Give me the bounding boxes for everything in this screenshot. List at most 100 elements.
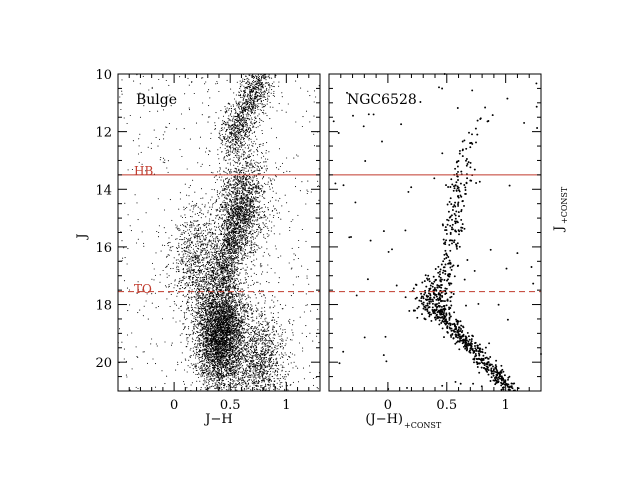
star-point bbox=[221, 252, 224, 254]
star-point bbox=[230, 170, 232, 172]
star-point bbox=[247, 223, 249, 226]
star-point bbox=[232, 225, 234, 227]
star-point bbox=[251, 94, 254, 96]
star-point bbox=[236, 199, 238, 201]
star-point bbox=[238, 198, 240, 200]
star-point bbox=[246, 124, 248, 126]
star-point bbox=[226, 173, 228, 175]
star-point bbox=[252, 176, 254, 178]
star-point bbox=[202, 342, 204, 344]
star-point bbox=[226, 182, 228, 184]
star-point bbox=[254, 198, 256, 200]
star-point bbox=[252, 102, 254, 104]
star-point bbox=[238, 108, 241, 110]
star-point bbox=[237, 149, 239, 151]
star-point bbox=[227, 212, 229, 214]
star-point bbox=[224, 237, 226, 239]
star-point bbox=[248, 218, 250, 220]
star-point bbox=[240, 118, 243, 120]
star-point bbox=[257, 103, 259, 105]
star-point bbox=[246, 190, 248, 192]
star-point bbox=[246, 136, 248, 138]
star-point bbox=[233, 98, 236, 100]
star-point bbox=[202, 349, 204, 351]
star-point bbox=[243, 87, 246, 89]
star-point bbox=[248, 139, 250, 141]
star-point bbox=[232, 232, 234, 234]
star-point bbox=[244, 118, 246, 120]
star-point bbox=[233, 263, 235, 265]
star-point bbox=[187, 341, 189, 343]
star-point bbox=[275, 162, 277, 164]
star-point bbox=[233, 156, 235, 159]
star-point bbox=[239, 272, 241, 274]
star-point bbox=[263, 165, 265, 167]
star-point bbox=[249, 205, 251, 207]
star-point bbox=[252, 243, 254, 245]
star-point bbox=[277, 216, 280, 219]
star-point bbox=[249, 108, 252, 110]
star-point bbox=[238, 105, 240, 107]
star-point bbox=[251, 84, 253, 86]
star-point bbox=[250, 102, 252, 104]
star-point bbox=[241, 242, 243, 244]
star-point bbox=[242, 228, 244, 230]
star-point bbox=[215, 217, 217, 219]
star-point bbox=[251, 179, 253, 181]
star-point bbox=[261, 94, 263, 96]
star-point bbox=[246, 199, 248, 201]
star-point bbox=[223, 197, 226, 199]
star-point bbox=[228, 186, 230, 189]
star-point bbox=[246, 195, 248, 197]
star-point bbox=[239, 130, 241, 132]
star-point bbox=[248, 79, 250, 81]
star-point bbox=[272, 94, 274, 97]
star-point bbox=[246, 82, 248, 84]
star-point bbox=[231, 132, 233, 134]
star-point bbox=[234, 144, 236, 146]
star-point bbox=[265, 150, 267, 152]
star-point bbox=[259, 227, 261, 229]
star-point bbox=[234, 119, 236, 121]
star-point bbox=[233, 336, 235, 338]
star-point bbox=[238, 251, 240, 253]
star-point bbox=[246, 125, 248, 127]
star-point bbox=[211, 372, 213, 374]
star-point bbox=[259, 109, 261, 111]
star-point bbox=[235, 199, 237, 201]
star-point bbox=[249, 198, 251, 200]
star-point bbox=[215, 268, 217, 271]
star-point bbox=[244, 125, 246, 127]
star-point bbox=[244, 208, 246, 210]
star-point bbox=[256, 168, 258, 170]
star-point bbox=[264, 106, 266, 108]
star-point bbox=[190, 333, 192, 336]
star-point bbox=[248, 204, 250, 206]
star-point bbox=[267, 84, 269, 86]
star-point bbox=[247, 178, 249, 180]
star-point bbox=[265, 170, 267, 172]
star-point bbox=[229, 118, 231, 121]
star-point bbox=[250, 210, 252, 212]
star-point bbox=[266, 241, 268, 243]
star-point bbox=[240, 129, 243, 131]
star-point bbox=[238, 233, 240, 235]
star-point bbox=[215, 201, 217, 203]
star-point bbox=[243, 211, 246, 213]
star-point bbox=[219, 357, 221, 360]
star-point bbox=[240, 181, 242, 183]
star-point bbox=[219, 191, 221, 193]
star-point bbox=[227, 180, 229, 182]
star-point bbox=[232, 263, 234, 265]
star-point bbox=[233, 237, 236, 239]
star-point bbox=[253, 159, 255, 161]
star-point bbox=[246, 218, 249, 220]
star-point bbox=[246, 126, 248, 128]
star-point bbox=[242, 218, 244, 220]
star-point bbox=[260, 77, 263, 79]
star-point bbox=[196, 337, 198, 339]
star-point bbox=[232, 215, 234, 217]
star-point bbox=[258, 83, 260, 85]
star-point bbox=[219, 134, 221, 136]
star-point bbox=[242, 216, 244, 218]
